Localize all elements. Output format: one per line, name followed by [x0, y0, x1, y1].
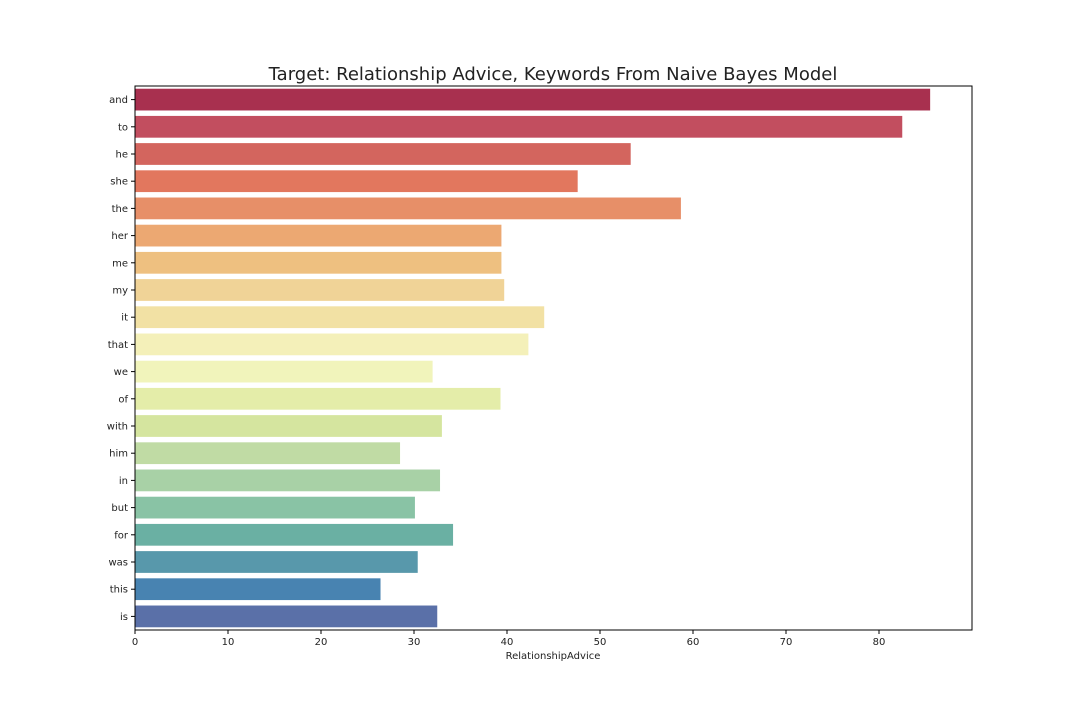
- bar-to: [135, 115, 903, 138]
- y-tick-label: that: [108, 340, 128, 351]
- bar-and: [135, 88, 931, 111]
- y-tick-label: it: [121, 313, 128, 324]
- bar-that: [135, 333, 529, 356]
- x-tick-label: 10: [222, 637, 235, 648]
- bar-him: [135, 442, 401, 465]
- bar-my: [135, 279, 505, 301]
- bar-with: [135, 415, 442, 437]
- y-tick-label: in: [119, 476, 128, 487]
- bars-layer: [135, 88, 931, 628]
- y-tick-label: this: [110, 585, 128, 596]
- bar-she: [135, 170, 578, 193]
- bar-it: [135, 306, 545, 329]
- y-tick-label: is: [120, 612, 128, 623]
- x-axis-label: RelationshipAdvice: [506, 651, 601, 662]
- y-tick-label: me: [112, 258, 128, 269]
- x-tick-label: 80: [873, 637, 886, 648]
- y-tick-label: the: [112, 204, 128, 215]
- bar-in: [135, 469, 441, 492]
- bar-we: [135, 360, 433, 383]
- plot-area-frame: [134, 85, 973, 631]
- bar-the: [135, 197, 681, 220]
- y-tick-label: her: [111, 231, 128, 242]
- x-tick-label: 70: [780, 637, 793, 648]
- x-tick-label: 40: [501, 637, 514, 648]
- bar-for: [135, 523, 454, 546]
- y-tick-label: him: [109, 449, 128, 460]
- y-tick-label: for: [114, 530, 129, 541]
- bar-this: [135, 578, 381, 601]
- y-tick-label: was: [108, 558, 128, 569]
- x-tick-label: 60: [687, 637, 700, 648]
- bar-he: [135, 143, 631, 165]
- y-tick-label: and: [109, 95, 128, 106]
- y-tick-label: my: [112, 286, 128, 297]
- x-tick-label: 0: [132, 637, 138, 648]
- y-tick-label: to: [118, 122, 128, 133]
- x-tick-label: 20: [315, 637, 328, 648]
- bar-her: [135, 224, 502, 247]
- bar-me: [135, 251, 502, 274]
- y-tick-label: with: [107, 422, 128, 433]
- bar-is: [135, 605, 438, 628]
- y-tick-label: but: [111, 503, 128, 514]
- y-tick-label: we: [114, 367, 128, 378]
- chart-title: Target: Relationship Advice, Keywords Fr…: [268, 64, 838, 85]
- bar-was: [135, 551, 418, 573]
- y-tick-label: he: [116, 150, 129, 161]
- x-tick-label: 30: [408, 637, 421, 648]
- y-axis: and to he she the her me my it that we of with him in b…: [107, 95, 135, 623]
- y-tick-label: of: [118, 394, 128, 405]
- x-tick-label: 50: [594, 637, 607, 648]
- bar-of: [135, 387, 501, 410]
- x-axis: 0 10 20 30 40 50 60 70 80: [132, 630, 886, 648]
- bar-but: [135, 496, 415, 519]
- y-tick-label: she: [110, 177, 128, 188]
